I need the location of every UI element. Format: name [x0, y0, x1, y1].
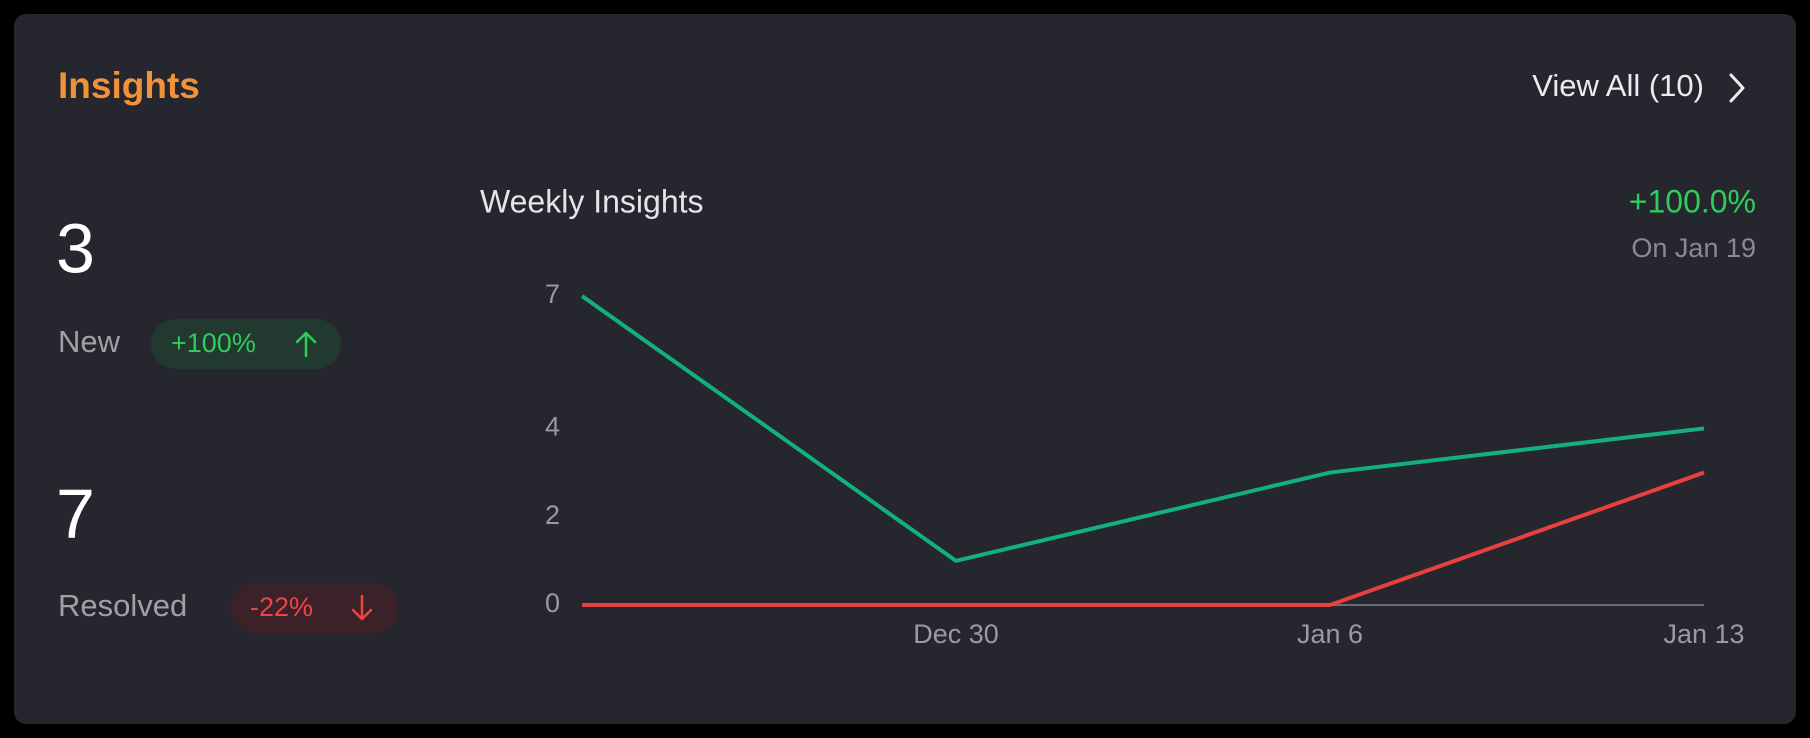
up-arrow-icon — [295, 331, 317, 358]
change-text: +100% — [171, 328, 256, 358]
card-title: Insights — [58, 65, 200, 106]
y-tick-label: 7 — [545, 279, 560, 309]
series-line — [582, 470, 1705, 607]
stat-value: 3 — [56, 209, 95, 287]
series-line — [580, 294, 1705, 563]
x-tick-label: Jan 6 — [1297, 619, 1363, 649]
chart-note: On Jan 19 — [1631, 233, 1756, 263]
chevron-icon[interactable] — [1729, 73, 1745, 103]
change-text: -22% — [250, 592, 313, 622]
x-tick-label: Dec 30 — [913, 619, 999, 649]
change-pill — [230, 583, 398, 633]
chart-subtitle: +100.0% — [1629, 183, 1756, 219]
change-pill — [151, 319, 341, 369]
down-arrow-icon — [351, 594, 373, 621]
chart-title: Weekly Insights — [480, 183, 704, 219]
stat-label: Resolved — [58, 588, 187, 623]
card — [14, 14, 1796, 724]
y-tick-label: 2 — [545, 500, 560, 530]
y-tick-label: 0 — [545, 588, 560, 618]
stat-value: 7 — [56, 474, 95, 552]
x-tick-label: Jan 13 — [1663, 619, 1744, 649]
stat-label: New — [58, 324, 121, 359]
view-all-link[interactable]: View All (10) — [1532, 68, 1745, 103]
y-tick-label: 4 — [545, 412, 560, 442]
view-all-text[interactable]: View All (10) — [1532, 68, 1704, 103]
